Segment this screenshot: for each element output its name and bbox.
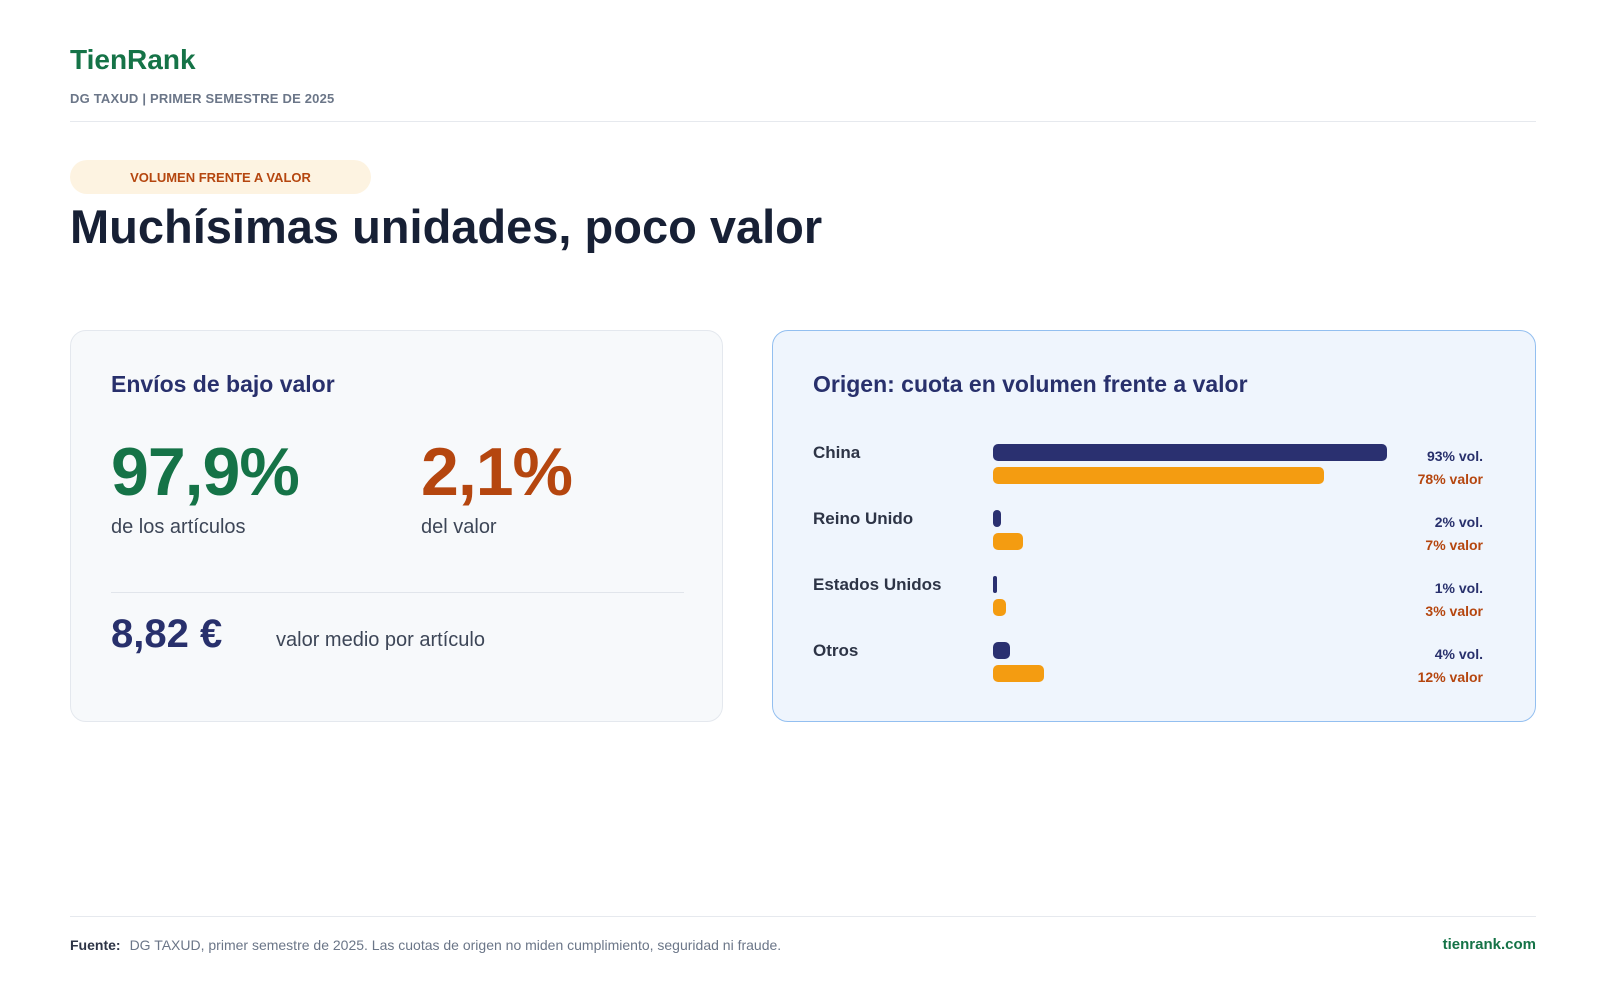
- chart-row: Estados Unidos 1% vol. 3% valor: [773, 575, 1537, 635]
- value-bar: [993, 533, 1023, 550]
- source-note: Fuente: DG TAXUD, primer semestre de 2025…: [70, 937, 781, 953]
- value-bar: [993, 467, 1324, 484]
- value-pct-label: 78% valor: [1417, 471, 1483, 487]
- header-subtitle: DG TAXUD | PRIMER SEMESTRE DE 2025: [70, 91, 335, 106]
- average-value-caption: valor medio por artículo: [276, 629, 485, 651]
- source-label: Fuente:: [70, 937, 121, 953]
- value-pct-label: 3% valor: [1425, 603, 1483, 619]
- kicker-badge: VOLUMEN FRENTE A VALOR: [70, 160, 371, 194]
- origin-chart-card: Origen: cuota en volumen frente a valor …: [772, 330, 1536, 722]
- category-label: Reino Unido: [813, 509, 914, 528]
- volume-pct-label: 93% vol.: [1426, 448, 1483, 464]
- volume-bar: [993, 510, 1002, 527]
- value-pct-label: 12% valor: [1417, 669, 1483, 685]
- volume-bar: [993, 444, 1388, 461]
- volume-pct-label: 2% vol.: [1434, 514, 1483, 530]
- volume-bar: [993, 576, 998, 593]
- volume-bar: [993, 642, 1010, 659]
- items-share-stat: 97,9%: [111, 434, 300, 510]
- chart-row: Otros 4% vol. 12% valor: [773, 641, 1537, 701]
- origin-chart-title: Origen: cuota en volumen frente a valor: [813, 371, 1248, 397]
- value-share-stat: 2,1%: [421, 434, 573, 510]
- chart-row: Reino Unido 2% vol. 7% valor: [773, 509, 1537, 569]
- brand-logo[interactable]: TienRank: [70, 44, 196, 75]
- source-text: DG TAXUD, primer semestre de 2025. Las c…: [129, 937, 782, 953]
- items-share-caption: de los artículos: [111, 516, 246, 538]
- volume-pct-label: 4% vol.: [1434, 646, 1483, 662]
- category-label: Estados Unidos: [813, 575, 942, 594]
- low-value-card: Envíos de bajo valor 97,9% 2,1% de los a…: [70, 330, 723, 722]
- value-share-caption: del valor: [421, 516, 497, 538]
- header-divider: [70, 121, 1536, 122]
- value-pct-label: 7% valor: [1425, 537, 1483, 553]
- low-value-card-title: Envíos de bajo valor: [111, 371, 335, 397]
- site-link[interactable]: tienrank.com: [1442, 936, 1536, 953]
- category-label: China: [813, 443, 861, 462]
- average-value-stat: 8,82 €: [111, 612, 223, 656]
- footer-divider: [70, 916, 1536, 917]
- category-label: Otros: [813, 641, 859, 660]
- card-divider: [111, 592, 684, 593]
- chart-row: China 93% vol. 78% valor: [773, 443, 1537, 503]
- value-bar: [993, 665, 1044, 682]
- volume-pct-label: 1% vol.: [1434, 580, 1483, 596]
- page-title: Muchísimas unidades, poco valor: [70, 200, 823, 253]
- value-bar: [993, 599, 1006, 616]
